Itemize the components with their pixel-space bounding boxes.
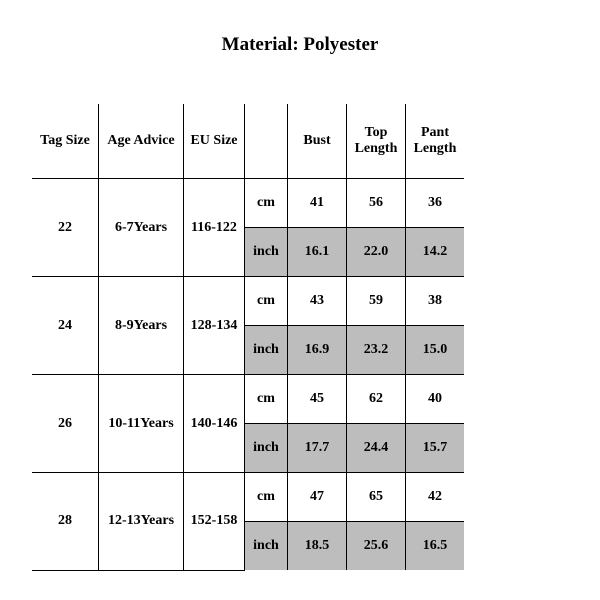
- cell-unit-cm: cm: [245, 277, 288, 326]
- cell-eu-size: 140-146: [184, 375, 245, 473]
- cell-unit-cm: cm: [245, 375, 288, 424]
- cell-unit-cm: cm: [245, 473, 288, 522]
- cell-top-length: 56: [347, 179, 406, 228]
- col-header-bust: Bust: [288, 104, 347, 179]
- cell-tag-size: 24: [32, 277, 99, 375]
- cell-tag-size: 26: [32, 375, 99, 473]
- cell-pant-length: 38: [406, 277, 465, 326]
- cell-pant-length: 14.2: [406, 228, 465, 277]
- table-row: 28 12-13Years 152-158 cm 47 65 42: [32, 473, 464, 522]
- col-header-pant-length: Pant Length: [406, 104, 465, 179]
- cell-age-advice: 10-11Years: [99, 375, 184, 473]
- col-header-tag-size: Tag Size: [32, 104, 99, 179]
- cell-pant-length: 36: [406, 179, 465, 228]
- cell-eu-size: 116-122: [184, 179, 245, 277]
- cell-bust: 41: [288, 179, 347, 228]
- page-title: Material: Polyester: [0, 34, 600, 56]
- col-header-unit: [245, 104, 288, 179]
- cell-pant-length: 15.7: [406, 424, 465, 473]
- cell-bust: 17.7: [288, 424, 347, 473]
- cell-tag-size: 22: [32, 179, 99, 277]
- cell-unit-inch: inch: [245, 522, 288, 571]
- cell-top-length: 65: [347, 473, 406, 522]
- cell-age-advice: 6-7Years: [99, 179, 184, 277]
- cell-top-length: 59: [347, 277, 406, 326]
- cell-unit-cm: cm: [245, 179, 288, 228]
- cell-bust: 43: [288, 277, 347, 326]
- cell-tag-size: 28: [32, 473, 99, 571]
- cell-pant-length: 40: [406, 375, 465, 424]
- cell-bust: 18.5: [288, 522, 347, 571]
- cell-top-length: 25.6: [347, 522, 406, 571]
- cell-age-advice: 12-13Years: [99, 473, 184, 571]
- cell-top-length: 62: [347, 375, 406, 424]
- cell-eu-size: 152-158: [184, 473, 245, 571]
- cell-bust: 16.1: [288, 228, 347, 277]
- cell-top-length: 23.2: [347, 326, 406, 375]
- cell-unit-inch: inch: [245, 424, 288, 473]
- cell-unit-inch: inch: [245, 228, 288, 277]
- cell-age-advice: 8-9Years: [99, 277, 184, 375]
- col-header-top-length: Top Length: [347, 104, 406, 179]
- cell-unit-inch: inch: [245, 326, 288, 375]
- cell-bust: 47: [288, 473, 347, 522]
- cell-pant-length: 16.5: [406, 522, 465, 571]
- col-header-age-advice: Age Advice: [99, 104, 184, 179]
- table-row: 22 6-7Years 116-122 cm 41 56 36: [32, 179, 464, 228]
- cell-top-length: 24.4: [347, 424, 406, 473]
- cell-bust: 16.9: [288, 326, 347, 375]
- cell-pant-length: 15.0: [406, 326, 465, 375]
- cell-top-length: 22.0: [347, 228, 406, 277]
- table-header-row: Tag Size Age Advice EU Size Bust Top Len…: [32, 104, 464, 179]
- table-row: 26 10-11Years 140-146 cm 45 62 40: [32, 375, 464, 424]
- cell-pant-length: 42: [406, 473, 465, 522]
- cell-bust: 45: [288, 375, 347, 424]
- col-header-eu-size: EU Size: [184, 104, 245, 179]
- table-row: 24 8-9Years 128-134 cm 43 59 38: [32, 277, 464, 326]
- size-chart-table: Tag Size Age Advice EU Size Bust Top Len…: [32, 104, 464, 571]
- cell-eu-size: 128-134: [184, 277, 245, 375]
